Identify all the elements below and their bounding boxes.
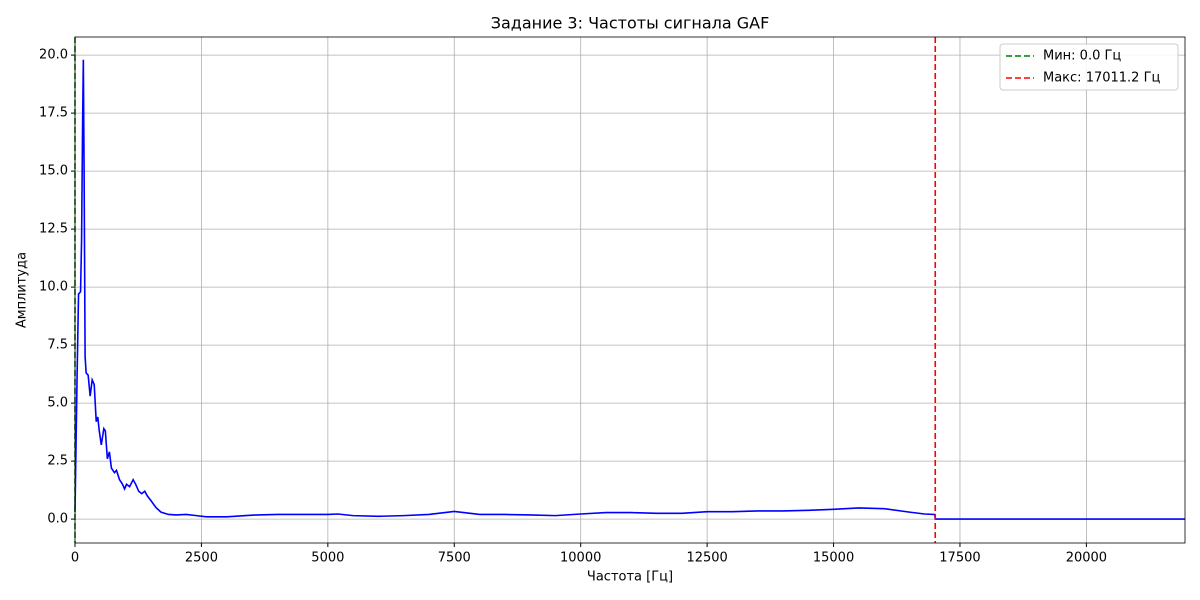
y-tick-label: 5.0 [47,396,68,411]
y-tick-label: 17.5 [39,106,68,121]
x-tick-label: 10000 [560,551,601,566]
y-axis-label: Амплитуда [15,252,30,328]
x-tick-label: 5000 [311,551,344,566]
chart-title: Задание 3: Частоты сигнала GAF [491,14,770,33]
legend-label: Мин: 0.0 Гц [1043,49,1121,64]
y-tick-label: 12.5 [39,222,68,237]
x-tick-label: 17500 [939,551,980,566]
y-tick-label: 20.0 [39,48,68,63]
x-tick-label: 0 [71,551,79,566]
x-axis-label: Частота [Гц] [587,570,673,585]
y-tick-label: 0.0 [47,512,68,527]
plot-frame [74,36,1186,544]
legend-box [999,43,1179,91]
x-tick-label: 2500 [185,551,218,566]
x-tick-label: 15000 [813,551,854,566]
y-tick-label: 7.5 [47,338,68,353]
y-tick-label: 15.0 [39,164,68,179]
y-tick-label: 10.0 [39,280,68,295]
x-tick-label: 12500 [686,551,727,566]
x-tick-label: 7500 [438,551,471,566]
y-tick-label: 2.5 [47,454,68,469]
legend-label: Макс: 17011.2 Гц [1043,71,1161,86]
data-line [74,59,1185,520]
x-tick-label: 20000 [1066,551,1107,566]
